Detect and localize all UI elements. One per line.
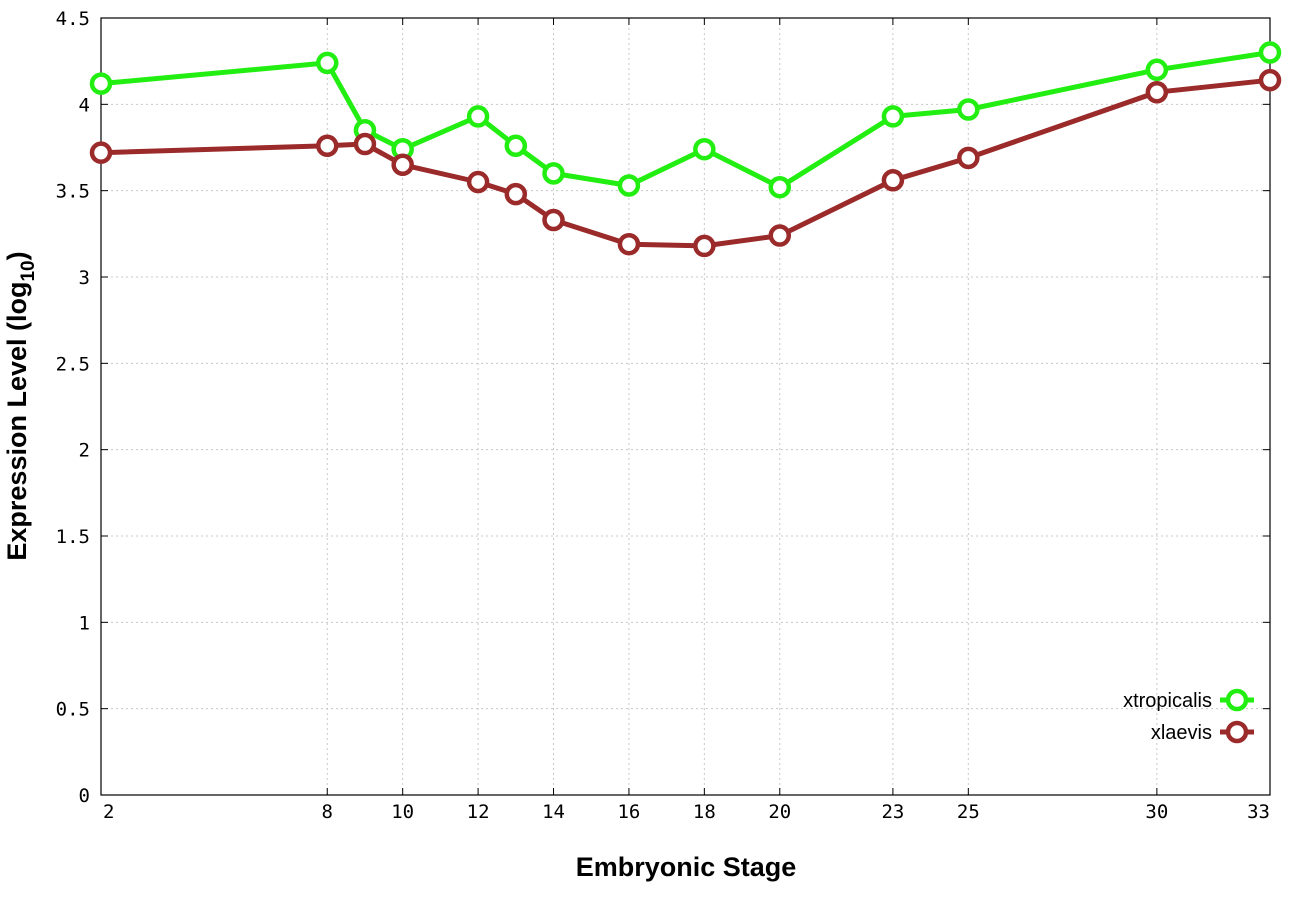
data-point-xlaevis bbox=[881, 169, 905, 192]
y-tick-label: 3.5 bbox=[56, 181, 90, 203]
data-point-xlaevis bbox=[768, 224, 792, 247]
x-tick-label: 12 bbox=[467, 801, 490, 823]
y-tick-label: 4.5 bbox=[56, 8, 90, 30]
x-tick-label: 25 bbox=[957, 801, 980, 823]
plot-frame bbox=[100, 17, 1271, 796]
data-point-xlaevis bbox=[1258, 68, 1282, 92]
y-tick-label: 2.5 bbox=[56, 353, 90, 375]
x-tick-label: 33 bbox=[1247, 801, 1270, 823]
data-point-xtropicalis bbox=[316, 51, 339, 75]
y-axis-title-close: ) bbox=[2, 251, 32, 260]
data-point-xlaevis bbox=[353, 132, 377, 156]
x-tick-label: 10 bbox=[391, 801, 414, 823]
legend-item-xlaevis: xlaevis bbox=[1151, 720, 1254, 744]
legend-marker bbox=[1225, 720, 1249, 744]
y-tick-label: 3 bbox=[79, 267, 90, 289]
data-point-xlaevis bbox=[957, 146, 980, 170]
data-point-xtropicalis bbox=[1145, 58, 1169, 82]
data-point-xlaevis bbox=[89, 141, 113, 164]
y-tick-label: 1 bbox=[79, 612, 90, 634]
grid-lines bbox=[101, 18, 1270, 795]
data-point-xlaevis bbox=[1145, 80, 1169, 104]
x-axis-tick-labels: 2 8 10 12 14 16 18 20 23 25 30 33 bbox=[103, 801, 1270, 823]
y-tick-label: 1.5 bbox=[56, 526, 90, 548]
legend-label: xlaevis bbox=[1151, 722, 1212, 744]
data-point-xtropicalis bbox=[617, 174, 641, 197]
x-tick-label: 16 bbox=[617, 801, 640, 823]
data-point-xlaevis bbox=[693, 234, 716, 258]
y-tick-label: 0 bbox=[79, 785, 90, 807]
legend-label: xtropicalis bbox=[1123, 690, 1212, 712]
y-axis-title-subscript: 10 bbox=[18, 260, 39, 281]
data-point-xlaevis bbox=[391, 153, 414, 177]
data-point-xlaevis bbox=[617, 232, 641, 256]
data-point-xtropicalis bbox=[504, 134, 528, 158]
x-tick-label: 14 bbox=[542, 801, 565, 823]
y-axis-tick-labels: 0 0.5 1 1.5 2 2.5 3 3.5 4 4.5 bbox=[56, 8, 90, 807]
x-tick-label: 23 bbox=[881, 801, 904, 823]
data-point-xtropicalis bbox=[693, 137, 716, 161]
data-point-xtropicalis bbox=[542, 162, 565, 185]
x-axis-title: Embryonic Stage bbox=[576, 852, 797, 882]
series-line-xlaevis bbox=[100, 77, 1271, 249]
data-point-xlaevis bbox=[466, 170, 490, 194]
data-point-xtropicalis bbox=[957, 98, 980, 121]
data-point-xtropicalis bbox=[1258, 41, 1282, 64]
data-point-xtropicalis bbox=[89, 72, 113, 95]
series-line-xtropicalis bbox=[100, 50, 1271, 190]
x-tick-label: 2 bbox=[103, 801, 114, 823]
legend: xtropicalis xlaevis bbox=[1123, 688, 1254, 744]
y-axis-title: Expression Level (log10) bbox=[2, 251, 39, 560]
series-lines bbox=[89, 41, 1282, 258]
data-point-xlaevis bbox=[542, 208, 565, 232]
data-point-xtropicalis bbox=[466, 105, 490, 128]
data-point-xtropicalis bbox=[768, 175, 792, 199]
x-tick-label: 18 bbox=[693, 801, 716, 823]
y-tick-label: 4 bbox=[79, 94, 90, 116]
legend-marker bbox=[1225, 688, 1249, 712]
y-tick-label: 0.5 bbox=[56, 699, 90, 721]
x-tick-label: 30 bbox=[1145, 801, 1168, 823]
data-point-xtropicalis bbox=[881, 105, 905, 128]
x-tick-label: 8 bbox=[322, 801, 333, 823]
data-point-xlaevis bbox=[504, 182, 528, 206]
series-xlaevis bbox=[89, 68, 1282, 258]
legend-item-xtropicalis: xtropicalis bbox=[1123, 688, 1254, 712]
x-tick-label: 20 bbox=[768, 801, 791, 823]
series-xtropicalis bbox=[89, 41, 1282, 199]
y-tick-label: 2 bbox=[79, 440, 90, 462]
y-axis-title-main: Expression Level (log bbox=[2, 282, 32, 561]
data-point-xlaevis bbox=[316, 134, 339, 158]
axis-ticks bbox=[100, 17, 1271, 796]
